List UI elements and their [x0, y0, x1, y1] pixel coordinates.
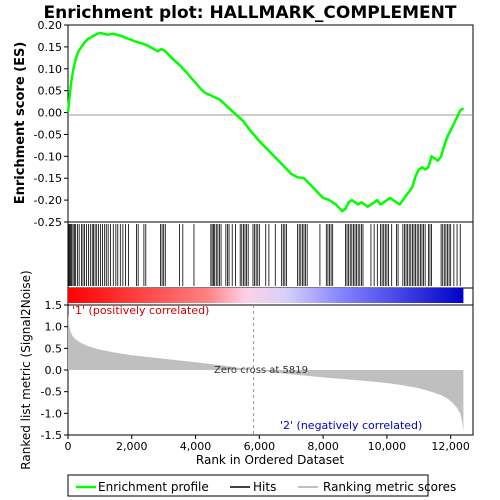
- legend-metric-label: Ranking metric scores: [323, 480, 456, 494]
- hit-markers: [68, 224, 461, 286]
- ranking-color-gradient: [68, 288, 464, 303]
- x-tick-label: 2,000: [116, 440, 148, 453]
- es-y-tick-label: -0.25: [34, 216, 62, 229]
- x-tick-label: 8,000: [307, 440, 339, 453]
- es-y-tick-label: 0.05: [38, 85, 63, 98]
- es-y-tick-label: 0.20: [38, 19, 63, 32]
- metric-y-tick-label: 0.0: [45, 364, 63, 377]
- x-tick-label: 12,000: [431, 440, 470, 453]
- x-tick-label: 0: [65, 440, 72, 453]
- x-tick-label: 10,000: [368, 440, 407, 453]
- metric-y-tick-label: 1.0: [45, 321, 63, 334]
- es-y-tick-label: 0.10: [38, 63, 63, 76]
- es-y-tick-label: 0.00: [38, 107, 63, 120]
- es-y-tick-label: 0.15: [38, 41, 63, 54]
- legend-box: [67, 474, 429, 497]
- positive-correlation-label: '1' (positively correlated): [72, 304, 209, 317]
- ranking-metric-area: [68, 313, 464, 432]
- zero-cross-label: Zero cross at 5819: [214, 365, 308, 376]
- negative-correlation-label: '2' (negatively correlated): [280, 419, 422, 432]
- es-y-tick-label: -0.15: [34, 172, 62, 185]
- x-ticks: 0 2,000 4,000 6,000 8,000 10,000 12,000: [65, 435, 470, 453]
- legend-es-label: Enrichment profile: [98, 480, 209, 494]
- metric-y-ticks: 1.5 1.0 0.5 0.0 -0.5 -1.0 -1.5: [41, 299, 68, 442]
- x-tick-label: 6,000: [244, 440, 276, 453]
- enrichment-profile-line: [66, 31, 465, 213]
- metric-y-tick-label: 0.5: [45, 342, 63, 355]
- es-y-tick-label: -0.10: [34, 150, 62, 163]
- x-tick-label: 4,000: [180, 440, 212, 453]
- es-y-axis-label: Enrichment score (ES): [13, 42, 28, 205]
- x-axis-label: Rank in Ordered Dataset: [196, 453, 344, 467]
- legend-hits-label: Hits: [253, 480, 276, 494]
- metric-y-tick-label: -1.0: [41, 407, 62, 420]
- es-panel-frame: [67, 24, 474, 223]
- metric-y-tick-label: -1.5: [41, 429, 62, 442]
- es-y-tick-label: -0.05: [34, 128, 62, 141]
- metric-y-tick-label: 1.5: [45, 299, 63, 312]
- metric-y-tick-label: -0.5: [41, 386, 62, 399]
- es-y-tick-label: -0.20: [34, 194, 62, 207]
- chart-title: Enrichment plot: HALLMARK_COMPLEMENT: [43, 3, 456, 23]
- metric-y-axis-label: Ranked list metric (Signal2Noise): [19, 270, 33, 469]
- es-y-ticks: 0.20 0.15 0.10 0.05 0.00 -0.05 -0.10 -0.15 -0.20…: [34, 19, 68, 229]
